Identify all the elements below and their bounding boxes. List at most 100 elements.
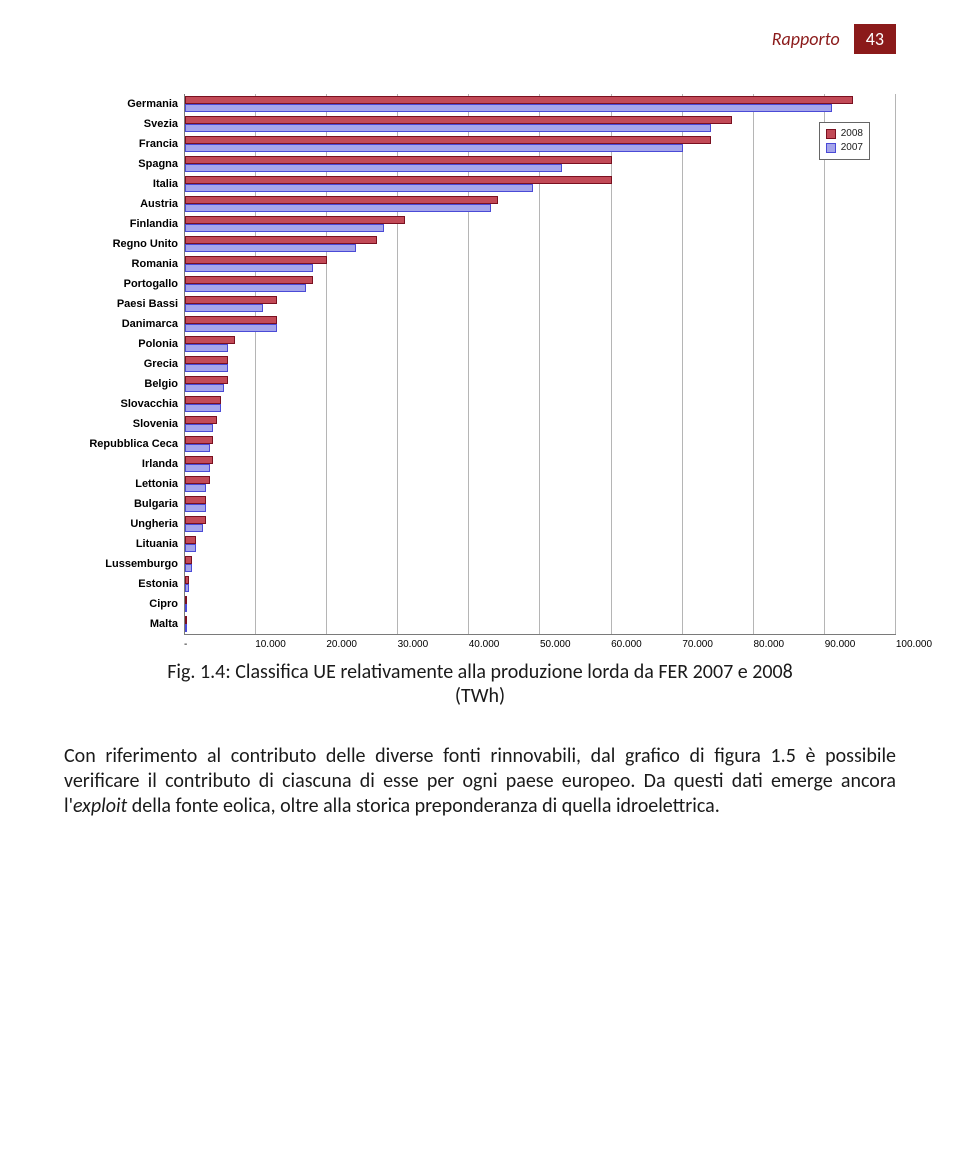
category-label: Austria bbox=[64, 194, 184, 214]
legend-swatch-icon bbox=[826, 143, 836, 153]
bar-group bbox=[185, 394, 896, 414]
category-label: Romania bbox=[64, 254, 184, 274]
chart-x-axis: -10.00020.00030.00040.00050.00060.00070.… bbox=[184, 635, 896, 650]
bar-2007 bbox=[185, 264, 313, 272]
bar-2007 bbox=[185, 524, 203, 532]
category-label: Polonia bbox=[64, 334, 184, 354]
body-text-emphasis: exploit bbox=[73, 794, 127, 818]
bar-2007 bbox=[185, 444, 210, 452]
category-label: Ungheria bbox=[64, 514, 184, 534]
bar-2007 bbox=[185, 284, 306, 292]
bar-2007 bbox=[185, 324, 277, 332]
category-label: Regno Unito bbox=[64, 234, 184, 254]
bar-group bbox=[185, 94, 896, 114]
bar-group bbox=[185, 374, 896, 394]
legend-swatch-icon bbox=[826, 129, 836, 139]
bar-2008 bbox=[185, 616, 187, 624]
category-label: Malta bbox=[64, 614, 184, 634]
body-text-part: della fonte eolica, oltre alla storica p… bbox=[127, 794, 720, 818]
category-label: Grecia bbox=[64, 354, 184, 374]
bar-2007 bbox=[185, 144, 683, 152]
bar-2007 bbox=[185, 244, 356, 252]
bar-2007 bbox=[185, 564, 192, 572]
bar-2008 bbox=[185, 416, 217, 424]
bar-2007 bbox=[185, 624, 187, 632]
bar-2008 bbox=[185, 456, 213, 464]
figure-caption: Fig. 1.4: Classifica UE relativamente al… bbox=[64, 660, 896, 708]
bar-group bbox=[185, 614, 896, 634]
category-label: Lussemburgo bbox=[64, 554, 184, 574]
fer-production-chart: GermaniaSveziaFranciaSpagnaItaliaAustria… bbox=[64, 94, 896, 650]
category-label: Slovacchia bbox=[64, 394, 184, 414]
bar-2007 bbox=[185, 124, 711, 132]
bar-2007 bbox=[185, 504, 206, 512]
bar-2008 bbox=[185, 356, 228, 364]
category-label: Paesi Bassi bbox=[64, 294, 184, 314]
bar-group bbox=[185, 494, 896, 514]
bar-group bbox=[185, 234, 896, 254]
bar-2008 bbox=[185, 576, 189, 584]
category-label: Slovenia bbox=[64, 414, 184, 434]
bar-2008 bbox=[185, 396, 221, 404]
bar-group bbox=[185, 414, 896, 434]
bar-2007 bbox=[185, 104, 832, 112]
legend-item-2007: 2007 bbox=[826, 141, 863, 155]
bar-2007 bbox=[185, 544, 196, 552]
bar-group bbox=[185, 454, 896, 474]
bar-2008 bbox=[185, 376, 228, 384]
bar-2008 bbox=[185, 276, 313, 284]
bar-2008 bbox=[185, 136, 711, 144]
bar-group bbox=[185, 534, 896, 554]
bar-2007 bbox=[185, 304, 263, 312]
bar-group bbox=[185, 214, 896, 234]
category-label: Lituania bbox=[64, 534, 184, 554]
bar-group bbox=[185, 134, 896, 154]
header-section-label: Rapporto bbox=[772, 28, 840, 50]
caption-unit: (TWh) bbox=[455, 684, 505, 708]
bar-2008 bbox=[185, 596, 187, 604]
bar-group bbox=[185, 514, 896, 534]
bar-2007 bbox=[185, 424, 213, 432]
bar-group bbox=[185, 574, 896, 594]
bar-2007 bbox=[185, 224, 384, 232]
bar-group bbox=[185, 314, 896, 334]
page-header: Rapporto 43 bbox=[64, 24, 896, 54]
bar-2008 bbox=[185, 436, 213, 444]
bar-2008 bbox=[185, 116, 732, 124]
category-label: Italia bbox=[64, 174, 184, 194]
bar-2008 bbox=[185, 176, 612, 184]
bar-2008 bbox=[185, 496, 206, 504]
category-label: Danimarca bbox=[64, 314, 184, 334]
bar-2008 bbox=[185, 196, 498, 204]
bar-2007 bbox=[185, 344, 228, 352]
bar-group bbox=[185, 474, 896, 494]
category-label: Estonia bbox=[64, 574, 184, 594]
bar-group bbox=[185, 114, 896, 134]
legend-label: 2008 bbox=[841, 127, 863, 141]
bar-2007 bbox=[185, 584, 189, 592]
bar-2008 bbox=[185, 156, 612, 164]
category-label: Bulgaria bbox=[64, 494, 184, 514]
category-label: Francia bbox=[64, 134, 184, 154]
category-label: Finlandia bbox=[64, 214, 184, 234]
bar-2007 bbox=[185, 484, 206, 492]
bar-2008 bbox=[185, 296, 277, 304]
bar-2008 bbox=[185, 256, 327, 264]
category-label: Lettonia bbox=[64, 474, 184, 494]
bar-2008 bbox=[185, 336, 235, 344]
legend-label: 2007 bbox=[841, 141, 863, 155]
bar-2008 bbox=[185, 216, 405, 224]
bar-2007 bbox=[185, 184, 533, 192]
bar-2008 bbox=[185, 556, 192, 564]
bar-2007 bbox=[185, 164, 562, 172]
bar-group bbox=[185, 154, 896, 174]
category-label: Belgio bbox=[64, 374, 184, 394]
category-label: Svezia bbox=[64, 114, 184, 134]
bar-2007 bbox=[185, 464, 210, 472]
bar-2008 bbox=[185, 236, 377, 244]
chart-bars bbox=[185, 94, 896, 634]
bar-group bbox=[185, 554, 896, 574]
chart-plot-area: 2008 2007 bbox=[184, 94, 896, 635]
caption-text: Fig. 1.4: Classifica UE relativamente al… bbox=[167, 660, 793, 684]
bar-group bbox=[185, 334, 896, 354]
